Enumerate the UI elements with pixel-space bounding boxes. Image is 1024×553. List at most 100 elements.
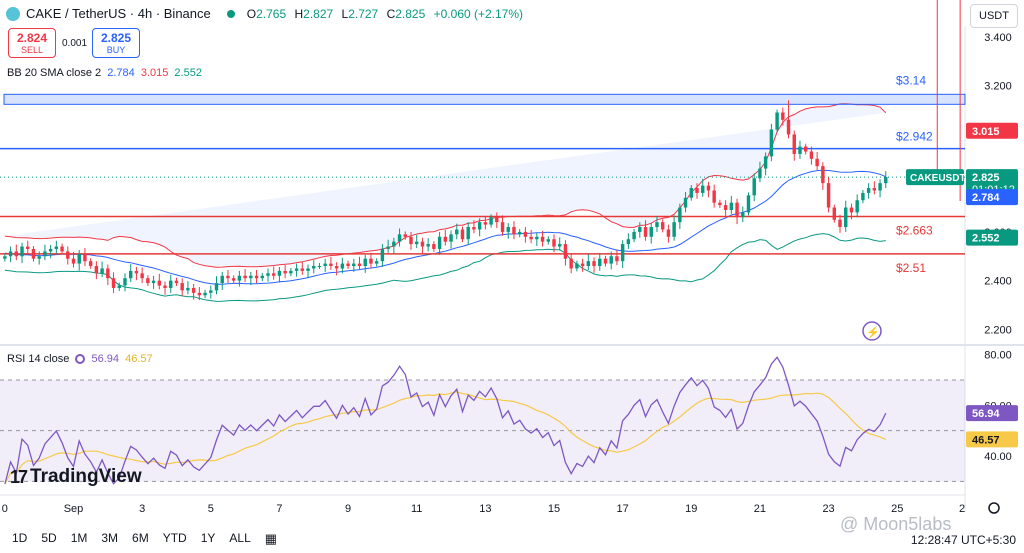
candle-body (3, 256, 7, 259)
candle-body (603, 258, 608, 264)
rsi-tag-bg (966, 405, 1018, 422)
candle-body (512, 227, 516, 235)
resistance-box (3, 93, 966, 105)
candle-body (134, 270, 139, 274)
candle-body (294, 268, 299, 271)
candle-body (643, 227, 648, 237)
alert-bolt-icon (862, 321, 882, 341)
candle-body (803, 146, 808, 152)
candle-body (798, 146, 802, 154)
time-tick-label: 13 (479, 503, 491, 515)
candle-body (277, 270, 282, 276)
tf-1m[interactable]: 1M (70, 531, 88, 545)
candle-body (832, 207, 837, 220)
candle-body (752, 178, 756, 196)
tf-all[interactable]: ALL (229, 531, 251, 545)
buy-button[interactable]: 2.825 BUY (92, 28, 140, 58)
tf-1y[interactable]: 1Y (200, 531, 216, 545)
timeframe-bar: 1D 5D 1M 3M 6M YTD 1Y ALL ▦ (12, 531, 277, 547)
candle-body (775, 112, 779, 130)
candle-body (723, 205, 728, 210)
candle-body (683, 197, 688, 208)
candle-body (60, 246, 64, 252)
bb-basis-tag-bg (966, 189, 1018, 206)
clock[interactable]: 12:28:47 UTC+5:30 (910, 533, 1016, 547)
candle-body (140, 273, 144, 279)
candle-body (243, 275, 247, 279)
candle-body (649, 227, 653, 237)
watermark: @ Moon5labs (840, 514, 952, 534)
currency-select[interactable]: USDT (970, 4, 1018, 28)
candle-body (620, 244, 625, 262)
candle-body (815, 158, 819, 167)
rsi-ma-tag-text: 46.57 (972, 434, 1000, 446)
candle-body (672, 222, 676, 237)
tf-6m[interactable]: 6M (132, 531, 149, 545)
time-tick-label: 2 (959, 503, 965, 515)
candle-body (540, 236, 545, 242)
bb-indicator-legend[interactable]: BB 20 SMA close 2 2.784 3.015 2.552 (7, 67, 202, 79)
candle-body (409, 236, 413, 245)
candle-body (426, 244, 430, 247)
bb-basis-line (4, 169, 886, 285)
candle-body (884, 177, 888, 184)
tf-1d[interactable]: 1D (12, 531, 28, 545)
candle-body (586, 261, 591, 267)
candle-body (271, 273, 276, 276)
candle-body (231, 278, 236, 281)
candle-body (306, 268, 310, 271)
candle-body (363, 258, 367, 267)
candle-body (392, 241, 396, 247)
candle-body (655, 222, 659, 228)
candle-body (535, 236, 539, 240)
candle-body (329, 263, 333, 267)
buy-price: 2.825 (100, 31, 132, 45)
date-range-icon[interactable]: ▦ (264, 531, 278, 546)
symbol-title[interactable]: CAKE / TetherUS · 4h · Binance (26, 6, 211, 21)
candle-body (289, 270, 293, 274)
candle-body (191, 287, 196, 293)
rsi-tick-label: 40.00 (984, 451, 1012, 463)
candle-body (312, 266, 316, 269)
candle-body (455, 229, 459, 235)
candle-body (220, 275, 224, 284)
alert-bolt-glyph: ⚡ (866, 326, 880, 339)
rsi-tag-text: 56.94 (972, 408, 1000, 420)
time-tick-label: 0 (2, 503, 8, 515)
candle-body (111, 278, 116, 288)
rsi-indicator-legend[interactable]: RSI 14 close 56.94 46.57 (7, 353, 153, 365)
rsi-settings-icon[interactable] (75, 354, 86, 364)
symbol-tag-bg (906, 169, 964, 186)
bb-upper-tag-text: 3.015 (972, 126, 1000, 138)
candle-body (374, 261, 379, 264)
time-tick-label: 3 (139, 503, 145, 515)
candle-body (460, 229, 465, 240)
rsi-ma-value: 46.57 (125, 353, 153, 365)
candle-body (872, 188, 877, 191)
sell-button[interactable]: 2.824 SELL (8, 28, 56, 58)
bb-lower-tag-text: 2.552 (972, 233, 1000, 245)
tf-ytd[interactable]: YTD (162, 531, 187, 545)
candle-body (878, 183, 882, 191)
resistance-box-label: $3.14 (896, 73, 926, 87)
candle-body (237, 275, 242, 281)
candle-body (615, 256, 619, 262)
logo-text: TradingView (30, 466, 142, 487)
candle-body (443, 236, 448, 242)
tf-3m[interactable]: 3M (101, 531, 119, 545)
candle-body (357, 263, 362, 267)
tf-5d[interactable]: 5D (41, 531, 57, 545)
candle-body (77, 253, 81, 264)
ohlc-readout: O2.765 H2.827 L2.727 C2.825 +0.060 (+2.1… (246, 6, 524, 21)
time-tick-label: 23 (822, 503, 834, 515)
candle-body (763, 156, 768, 169)
candle-body (380, 248, 385, 262)
spread-value: 0.001 (62, 38, 88, 49)
candle-body (489, 217, 493, 225)
candle-body (866, 188, 871, 193)
tradingview-logo-icon: 17 (10, 466, 28, 487)
price-tick-label: 2.400 (984, 276, 1012, 288)
candle-body (500, 222, 505, 232)
bb-basis-tag-text: 2.784 (972, 192, 1000, 204)
